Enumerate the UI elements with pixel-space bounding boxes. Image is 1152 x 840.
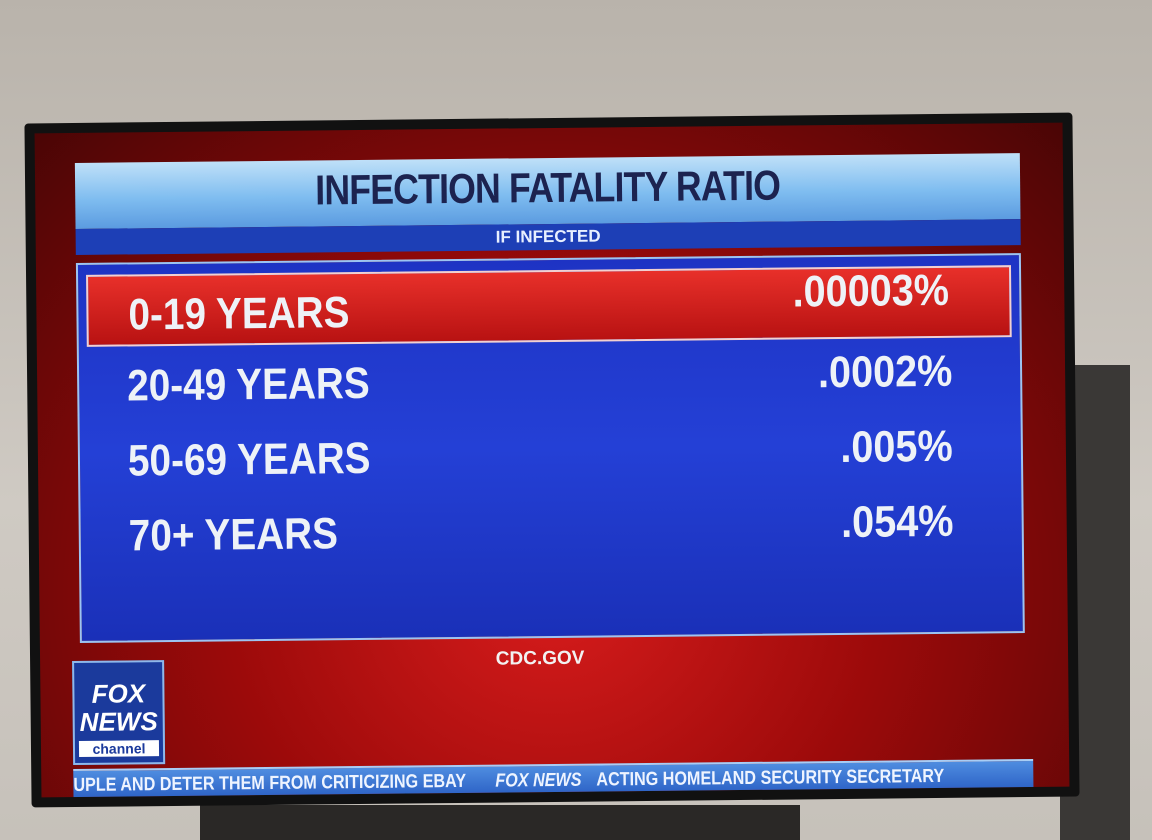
ticker: UPLE AND DETER THEM FROM CRITICIZING EBA… (73, 758, 1034, 798)
tv: INFECTION FATALITY RATIO IF INFECTED 0-1… (24, 112, 1080, 808)
source: CDC.GOV (495, 647, 585, 670)
ticker-text: ACTING HOMELAND SECURITY SECRETARY (596, 765, 945, 791)
logo-text: NEWS (79, 706, 158, 737)
screen: INFECTION FATALITY RATIO IF INFECTED 0-1… (34, 122, 1070, 798)
ticker-text: UPLE AND DETER THEM FROM CRITICIZING EBA… (73, 770, 467, 797)
logo-text: FOX (91, 678, 146, 709)
title: INFECTION FATALITY RATIO (314, 161, 781, 214)
age-label: 50-69 YEARS (127, 433, 371, 486)
age-label: 0-19 YEARS (128, 288, 350, 340)
ticker-brand: FOX NEWS (495, 769, 582, 792)
logo-text: channel (78, 740, 160, 757)
tv-stand (200, 805, 800, 840)
age-label: 70+ YEARS (128, 509, 339, 561)
ratio-value: .0002% (817, 346, 953, 398)
ratio-value: .00003% (792, 265, 950, 317)
ratio-value: .054% (841, 496, 954, 547)
table-row: 70+ YEARS .054% (88, 490, 1014, 572)
age-label: 20-49 YEARS (126, 358, 370, 411)
logo: FOX NEWS channel (72, 660, 166, 766)
ratio-value: .005% (840, 421, 954, 472)
table: 0-19 YEARS .00003% 20-49 YEARS .0002% 50… (75, 253, 1025, 643)
table-row: 50-69 YEARS .005% (88, 415, 1014, 497)
table-row: 20-49 YEARS .0002% (87, 340, 1013, 422)
table-row: 0-19 YEARS .00003% (86, 265, 1012, 347)
title-banner: INFECTION FATALITY RATIO (74, 153, 1021, 229)
subtitle: IF INFECTED (495, 226, 601, 247)
